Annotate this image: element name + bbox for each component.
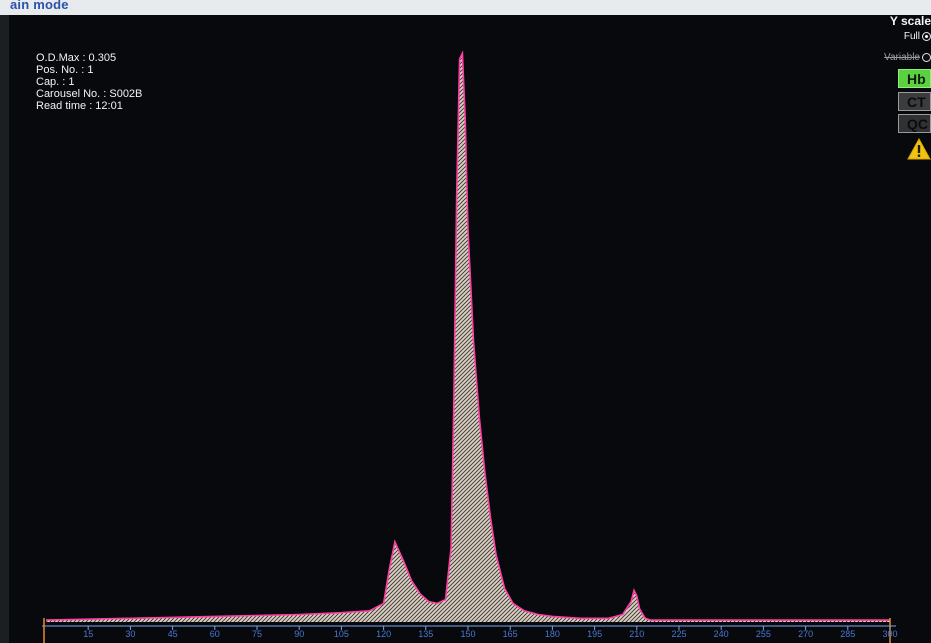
sample-info: O.D.Max : 0.305 Pos. No. : 1 Cap. : 1 Ca…: [36, 52, 142, 112]
y-scale-panel: Y scale Full Variable: [851, 14, 931, 74]
x-tick-label: 150: [460, 629, 475, 639]
x-tick-label: 120: [376, 629, 391, 639]
x-tick-label: 270: [798, 629, 813, 639]
od-max-text: O.D.Max : 0.305: [36, 52, 117, 64]
x-tick-label: 300: [882, 629, 897, 639]
x-tick-label: 30: [125, 629, 135, 639]
hb-button[interactable]: Hb: [898, 69, 931, 88]
x-tick-label: 225: [671, 629, 686, 639]
y-scale-variable-option[interactable]: Variable: [884, 52, 931, 63]
mode-label: ain mode: [10, 0, 69, 12]
full-radio[interactable]: [922, 32, 931, 41]
screen-bezel: [0, 15, 9, 643]
chromatogram-area: [46, 53, 890, 623]
x-tick-label: 75: [252, 629, 262, 639]
x-tick-label: 165: [503, 629, 518, 639]
y-scale-title: Y scale: [889, 14, 931, 28]
y-scale-full-option[interactable]: Full: [904, 31, 931, 42]
x-tick-label: 255: [756, 629, 771, 639]
cap-text: Cap. : 1: [36, 76, 75, 88]
ct-button[interactable]: CT: [898, 92, 931, 111]
carousel-number-text: Carousel No. : S002B: [36, 88, 143, 100]
qc-button[interactable]: QC: [898, 114, 931, 133]
variable-radio[interactable]: [922, 53, 931, 62]
chromatogram-trace: [45, 50, 890, 621]
warning-icon[interactable]: [907, 138, 931, 160]
position-number-text: Pos. No. : 1: [36, 64, 94, 76]
x-tick-label: 285: [840, 629, 855, 639]
x-tick-label: 195: [587, 629, 602, 639]
title-strip: ain mode: [0, 0, 931, 15]
full-label: Full: [903, 31, 920, 42]
x-tick-label: 45: [168, 629, 178, 639]
x-tick-label: 60: [210, 629, 220, 639]
x-tick-label: 240: [714, 629, 729, 639]
x-tick-label: 210: [629, 629, 644, 639]
x-tick-label: 135: [418, 629, 433, 639]
x-tick-label: 90: [294, 629, 304, 639]
x-tick-label: 15: [83, 629, 93, 639]
x-tick-label: 180: [545, 629, 560, 639]
read-time-text: Read time : 12:01: [36, 100, 123, 112]
x-tick-label: 105: [334, 629, 349, 639]
variable-label: Variable: [884, 52, 920, 63]
